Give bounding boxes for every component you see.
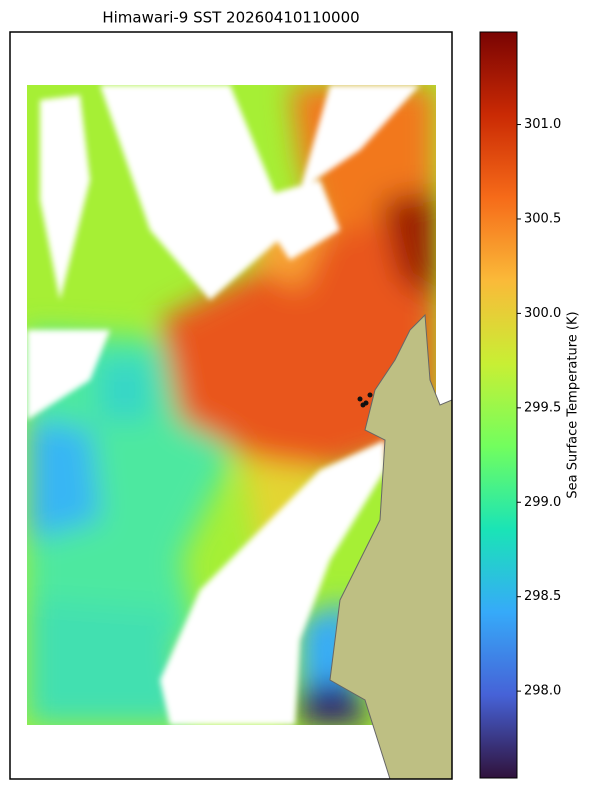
colorbar-tick-label: 299.0 [524, 495, 561, 510]
colorbar-tick-label: 300.0 [524, 306, 561, 321]
sst-field [27, 85, 436, 725]
land [329, 313, 452, 779]
colorbar-label: Sea Surface Temperature (K) [566, 311, 581, 498]
colorbar [479, 31, 518, 779]
colorbar-tick-label: 299.5 [524, 400, 561, 415]
colorbar-tick-label: 298.5 [524, 589, 561, 604]
map [10, 32, 452, 779]
colorbar-tick-label: 301.0 [524, 117, 561, 132]
stations [357, 392, 373, 408]
map-frame [9, 31, 453, 780]
colorbar-tick-label: 298.0 [524, 684, 561, 699]
chart-title: Himawari-9 SST 20260410110000 [102, 9, 359, 27]
colorbar-tick-label: 300.5 [524, 211, 561, 226]
